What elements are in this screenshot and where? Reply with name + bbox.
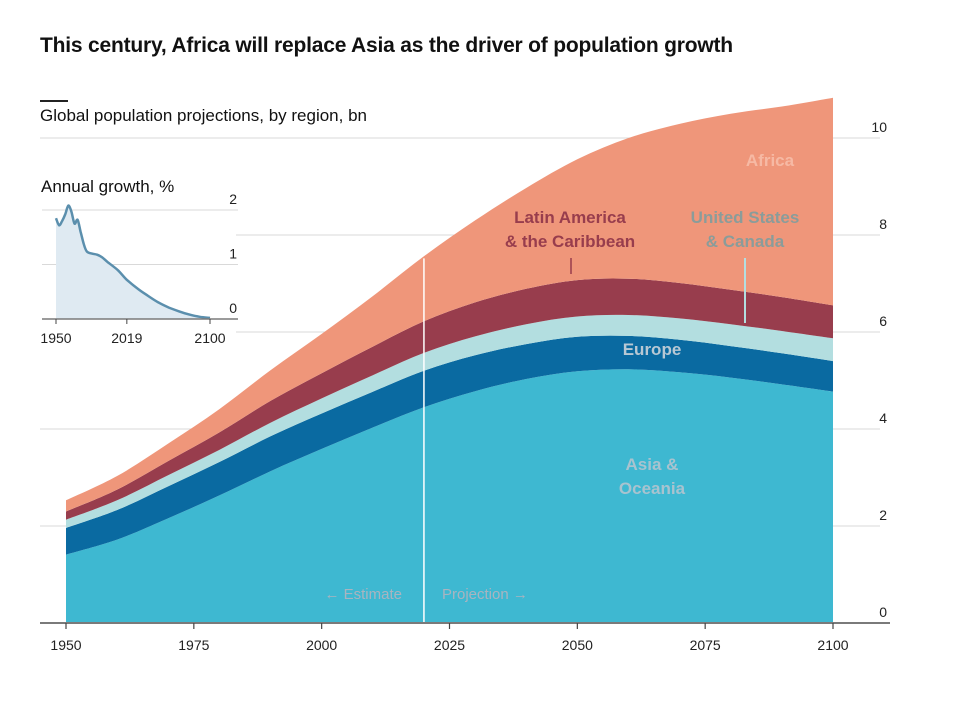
- stacked-areas: [66, 97, 833, 623]
- label-us-canada-line2: & Canada: [706, 232, 785, 251]
- label-latin-america-line1: Latin America: [514, 208, 626, 227]
- chart-subtitle: Global population projections, by region…: [40, 106, 367, 125]
- x-tick-label-2000: 2000: [306, 637, 337, 653]
- x-tick-label-2075: 2075: [690, 637, 721, 653]
- area-latin-america: [66, 278, 833, 520]
- y-tick-label-8: 8: [879, 216, 887, 232]
- chart-title: This century, Africa will replace Asia a…: [40, 34, 733, 57]
- y-tick-label-4: 4: [879, 410, 887, 426]
- area-us-canada: [66, 314, 833, 528]
- inset-x-tick-label-2019: 2019: [111, 330, 142, 346]
- label-africa: Africa: [746, 151, 795, 170]
- label-asia-line2: Oceania: [619, 479, 686, 498]
- inset-title: Annual growth, %: [41, 177, 174, 196]
- inset-x-tick-label-2100: 2100: [194, 330, 225, 346]
- inset-growth-line: [54, 204, 211, 320]
- area-europe: [66, 335, 833, 555]
- label-asia-line1: Asia &: [626, 455, 679, 474]
- label-europe: Europe: [623, 340, 682, 359]
- inset-y-tick-label-0: 0: [229, 300, 237, 316]
- x-tick-label-1950: 1950: [50, 637, 81, 653]
- area-asia-oceania: [66, 369, 833, 623]
- y-tick-label-2: 2: [879, 507, 887, 523]
- y-tick-label-6: 6: [879, 313, 887, 329]
- x-tick-label-2025: 2025: [434, 637, 465, 653]
- inset-y-tick-label-2: 2: [229, 191, 237, 207]
- x-tick-label-2100: 2100: [817, 637, 848, 653]
- label-latin-america-line2: & the Caribbean: [505, 232, 635, 251]
- y-tick-label-10: 10: [871, 119, 887, 135]
- label-us-canada-line1: United States: [691, 208, 800, 227]
- area-africa: [66, 97, 833, 512]
- label-estimate: ← Estimate: [324, 586, 402, 603]
- x-tick-label-1975: 1975: [178, 637, 209, 653]
- label-projection: Projection →: [442, 586, 528, 603]
- x-tick-label-2050: 2050: [562, 637, 593, 653]
- inset-x-tick-label-1950: 1950: [40, 330, 71, 346]
- subtitle-rule: [40, 100, 68, 102]
- inset-y-tick-label-1: 1: [229, 246, 237, 262]
- inset-area-fill: [56, 205, 210, 319]
- y-tick-label-0: 0: [879, 604, 887, 620]
